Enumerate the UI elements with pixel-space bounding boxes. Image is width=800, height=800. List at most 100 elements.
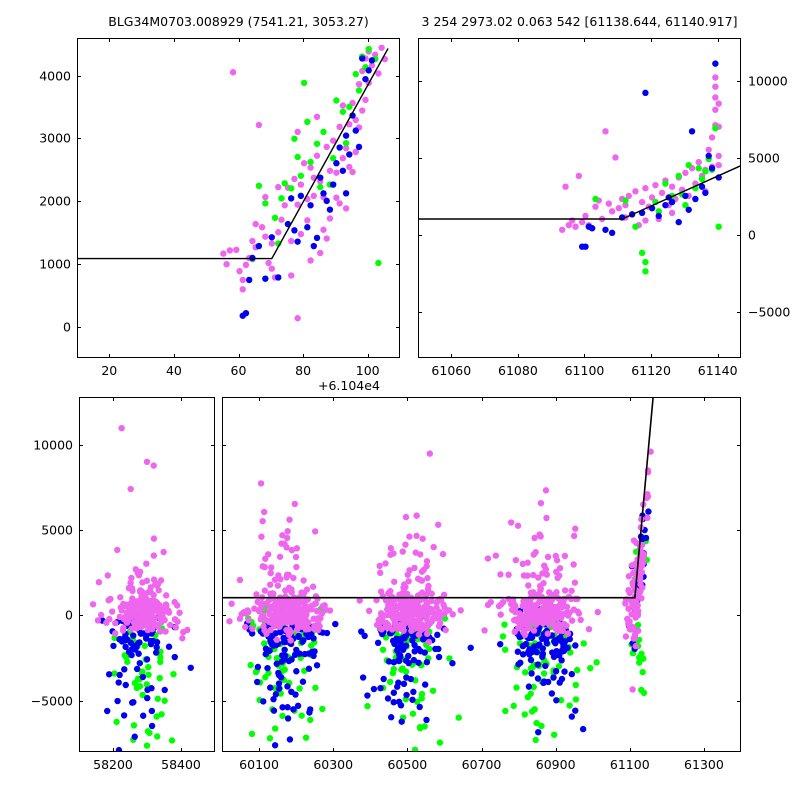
tick-mark: [77, 201, 81, 203]
tick-label: 10000: [33, 437, 73, 453]
tick-mark: [737, 615, 741, 617]
tick-mark: [703, 748, 705, 752]
tick-mark: [629, 397, 631, 401]
tick-label: 60700: [461, 757, 502, 772]
tick-label: 61100: [609, 757, 650, 772]
bottom-right-plot-area: [223, 398, 654, 751]
tick-mark: [418, 311, 422, 313]
tick-label: 5000: [748, 150, 780, 166]
tick-label: 60100: [239, 757, 279, 772]
tick-mark: [109, 38, 111, 42]
tick-mark: [396, 263, 400, 265]
tick-label: 80: [295, 363, 312, 378]
tick-mark: [333, 397, 335, 401]
top-left-axes: [77, 38, 400, 358]
tick-label: 61060: [431, 363, 472, 378]
tick-mark: [737, 530, 741, 532]
tick-label: 61080: [498, 363, 538, 378]
tick-mark: [737, 234, 741, 236]
bottom-axes-segment-right: [222, 397, 741, 752]
tick-mark: [651, 38, 653, 42]
tick-mark: [584, 354, 586, 358]
tick-mark: [211, 444, 215, 446]
tick-mark: [77, 138, 81, 140]
top-left-plot-area: [78, 44, 389, 322]
tick-label: 3000: [39, 130, 71, 146]
tick-mark: [211, 615, 215, 617]
tick-mark: [79, 530, 83, 532]
tick-label: 61100: [564, 363, 605, 378]
top-right-panel-title: 3 254 2973.02 0.063 542 [61138.644, 6114…: [421, 14, 738, 29]
tick-label: 10000: [748, 73, 788, 89]
tick-mark: [555, 397, 557, 401]
tick-mark: [396, 326, 400, 328]
tick-mark: [113, 397, 114, 401]
tick-label: 4000: [39, 68, 71, 84]
tick-mark: [451, 38, 453, 42]
tick-mark: [173, 38, 175, 42]
tick-mark: [396, 201, 400, 203]
tick-mark: [418, 158, 422, 159]
tick-mark: [737, 311, 741, 313]
tick-mark: [113, 748, 114, 752]
tick-mark: [333, 748, 335, 752]
tick-mark: [77, 263, 81, 265]
tick-label: 60300: [313, 757, 354, 772]
tick-mark: [517, 38, 519, 42]
tick-mark: [109, 354, 111, 358]
tick-mark: [396, 138, 400, 140]
bottom-axes-segment-left: [79, 397, 215, 752]
tick-label: 60500: [387, 757, 428, 772]
tick-mark: [481, 748, 483, 752]
tick-label: 0: [63, 319, 71, 335]
tick-label: 100: [355, 363, 380, 378]
tick-mark: [737, 158, 741, 159]
tick-label: 61140: [697, 363, 738, 378]
tick-mark: [451, 354, 453, 358]
tick-mark: [211, 530, 215, 532]
tick-label: 1000: [39, 256, 71, 272]
tick-label: 58200: [93, 757, 133, 772]
tick-mark: [238, 354, 240, 358]
tick-label: 40: [165, 363, 182, 378]
tick-label: 58400: [161, 757, 201, 772]
tick-mark: [211, 700, 215, 702]
tick-mark: [173, 354, 175, 358]
tick-label: 0: [748, 227, 756, 243]
tick-mark: [222, 615, 226, 617]
tick-mark: [367, 38, 369, 42]
tick-mark: [79, 700, 83, 702]
tick-mark: [737, 81, 741, 83]
tick-label: −5000: [30, 693, 73, 709]
tick-mark: [717, 354, 719, 358]
tick-mark: [222, 530, 226, 532]
tick-label: −5000: [748, 304, 791, 320]
tick-mark: [259, 748, 261, 752]
tick-mark: [737, 700, 741, 702]
tick-mark: [222, 444, 226, 446]
tick-mark: [222, 700, 226, 702]
tick-mark: [79, 615, 83, 617]
tick-mark: [303, 38, 305, 42]
tick-mark: [584, 38, 586, 42]
tick-mark: [737, 444, 741, 446]
tick-mark: [517, 354, 519, 358]
tick-label: 60900: [535, 757, 576, 772]
tick-mark: [407, 397, 409, 401]
tick-mark: [181, 748, 182, 752]
tick-mark: [418, 234, 422, 236]
tick-label: 2000: [39, 193, 71, 209]
top-right-plot-area: [419, 60, 740, 275]
bottom-left-plot-area: [89, 424, 194, 751]
tick-mark: [717, 38, 719, 42]
top-left-x-offset-text: +6.104e4: [318, 378, 380, 393]
top-left-panel-title: BLG34M0703.008929 (7541.21, 3053.27): [108, 14, 369, 29]
tick-label: 61300: [684, 757, 724, 772]
tick-mark: [396, 75, 400, 77]
tick-label: 20: [101, 363, 118, 378]
tick-mark: [555, 748, 557, 752]
tick-mark: [651, 354, 653, 358]
tick-mark: [407, 748, 409, 752]
tick-mark: [259, 397, 261, 401]
